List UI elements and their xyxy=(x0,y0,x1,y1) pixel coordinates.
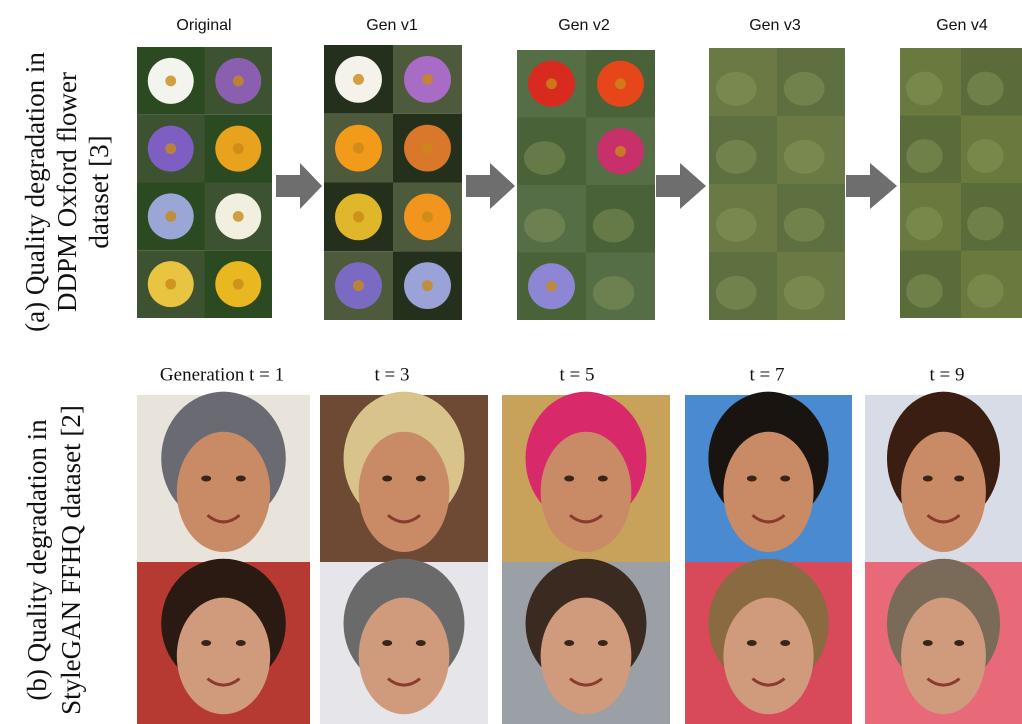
blur-patch xyxy=(906,72,943,106)
flower-center xyxy=(422,74,433,85)
eye xyxy=(382,476,392,482)
flower-center xyxy=(165,75,176,86)
face xyxy=(723,432,813,552)
blur-patch xyxy=(906,274,943,308)
eye xyxy=(236,640,246,646)
eye xyxy=(780,476,790,482)
eye xyxy=(954,476,964,482)
eye xyxy=(923,476,933,482)
eye xyxy=(382,640,392,646)
flower-center xyxy=(233,75,244,86)
blur-patch xyxy=(593,209,634,243)
eye xyxy=(747,476,757,482)
column-title: t = 5 xyxy=(560,364,595,385)
face xyxy=(901,598,986,715)
flower-center xyxy=(233,279,244,290)
eye xyxy=(598,476,608,482)
face xyxy=(177,598,270,715)
face xyxy=(541,432,632,552)
eye xyxy=(564,476,574,482)
panel-label: (a) Quality degradation in xyxy=(20,52,50,332)
column-title: Gen v2 xyxy=(558,17,610,34)
blur-patch xyxy=(524,141,565,175)
blur-patch xyxy=(716,276,757,310)
blur-patch xyxy=(967,207,1004,241)
panel-label: dataset [3] xyxy=(84,135,114,248)
blur-patch xyxy=(784,140,825,174)
eye xyxy=(236,476,246,482)
column-title: t = 9 xyxy=(930,364,965,385)
blur-patch xyxy=(906,139,943,173)
flower-center xyxy=(422,143,433,154)
column-title: Original xyxy=(176,17,231,34)
blur-patch xyxy=(967,72,1004,106)
panel-label: StyleGAN FFHQ dataset [2] xyxy=(56,405,86,715)
flower-center xyxy=(353,74,364,85)
blur-patch xyxy=(784,208,825,242)
flower-center xyxy=(615,78,626,89)
column-title: Gen v4 xyxy=(936,17,988,34)
eye xyxy=(201,640,211,646)
column-title: Gen v3 xyxy=(749,17,801,34)
flower-center xyxy=(353,211,364,222)
flower-center xyxy=(422,211,433,222)
face xyxy=(901,432,986,552)
eye xyxy=(564,640,574,646)
blur-patch xyxy=(716,208,757,242)
blur-patch xyxy=(716,140,757,174)
face xyxy=(177,432,270,552)
eye xyxy=(416,640,426,646)
blur-patch xyxy=(524,209,565,243)
column-title: Gen v1 xyxy=(366,17,418,34)
flower-center xyxy=(233,211,244,222)
blur-patch xyxy=(593,276,634,310)
eye xyxy=(954,640,964,646)
flower-center xyxy=(165,279,176,290)
eye xyxy=(416,476,426,482)
column-title: Generation t = 1 xyxy=(160,364,284,385)
face xyxy=(723,598,813,715)
blur-patch xyxy=(906,207,943,241)
column-title: t = 7 xyxy=(750,364,785,385)
eye xyxy=(747,640,757,646)
eye xyxy=(201,476,211,482)
blur-patch xyxy=(967,274,1004,308)
flower-center xyxy=(353,143,364,154)
figure: (a) Quality degradation inDDPM Oxford fl… xyxy=(0,0,1022,724)
flower-center xyxy=(422,280,433,291)
blur-patch xyxy=(716,72,757,106)
face xyxy=(541,598,632,715)
panel-label: (b) Quality degradation in xyxy=(22,419,52,701)
panel-label: DDPM Oxford flower xyxy=(52,72,82,312)
blur-patch xyxy=(784,276,825,310)
flower-center xyxy=(546,281,557,292)
column-title: t = 3 xyxy=(375,364,410,385)
flower-center xyxy=(165,143,176,154)
blur-patch xyxy=(784,72,825,106)
flower-center xyxy=(165,211,176,222)
face xyxy=(359,598,450,715)
flower-center xyxy=(353,280,364,291)
flower-center xyxy=(233,143,244,154)
flower-center xyxy=(546,78,557,89)
eye xyxy=(780,640,790,646)
face xyxy=(359,432,450,552)
flower-center xyxy=(615,146,626,157)
eye xyxy=(598,640,608,646)
eye xyxy=(923,640,933,646)
blur-patch xyxy=(967,139,1004,173)
